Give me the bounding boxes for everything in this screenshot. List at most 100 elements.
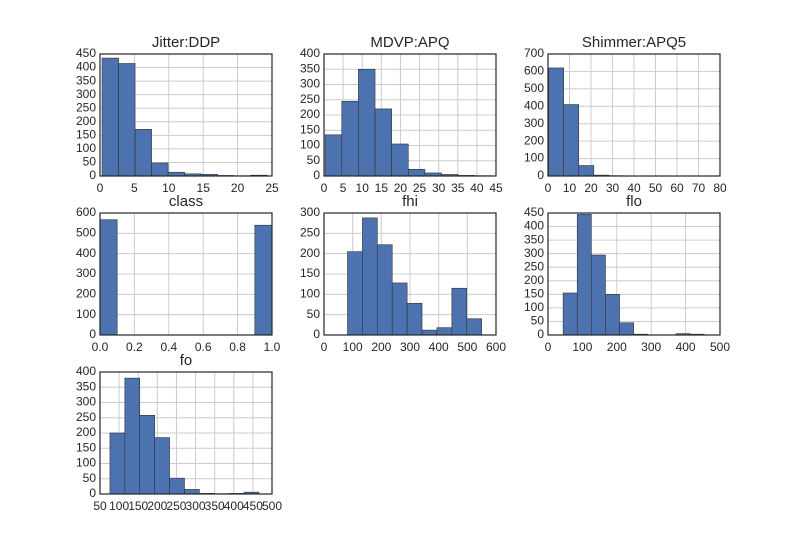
y-tick-label: 150 [524,287,544,301]
y-tick-label: 200 [76,114,96,128]
x-tick-label: 80 [713,181,727,195]
y-tick-label: 400 [300,46,320,60]
x-tick-label: 250 [166,499,186,513]
y-tick-label: 100 [524,300,544,314]
x-tick-label: 25 [265,181,279,195]
x-tick-label: 45 [489,181,503,195]
y-tick-label: 0 [537,168,544,182]
y-tick-label: 100 [300,138,320,152]
histogram-bar [151,162,169,177]
histogram-bar [324,134,343,177]
y-tick-label: 400 [76,364,96,378]
subplot-title: fo [180,352,193,369]
histogram-bar [421,329,438,336]
histogram-bar [591,254,606,336]
y-tick-label: 350 [300,61,320,75]
y-tick-label: 100 [300,287,320,301]
y-tick-label: 150 [300,266,320,280]
x-tick-label: 15 [375,181,389,195]
histogram-bar [578,165,595,177]
histogram-bar [134,129,152,177]
x-tick-label: 25 [413,181,427,195]
y-tick-label: 50 [531,314,545,328]
histogram-bar [341,100,359,177]
x-tick-label: 0 [321,181,328,195]
histogram-bar [184,489,200,495]
histogram-bar [101,57,119,177]
y-tick-label: 350 [76,379,96,393]
subplot-title: flo [626,193,642,210]
y-tick-label: 0 [89,486,96,500]
histogram-bar [563,104,580,177]
y-tick-label: 100 [76,456,96,470]
histogram-bar [548,67,564,177]
x-tick-label: 0.2 [126,340,143,354]
histogram-bar [391,143,409,177]
x-tick-label: 70 [692,181,706,195]
x-tick-label: 200 [371,340,391,354]
histogram-bar [99,219,118,336]
axes-frame [99,212,273,336]
y-tick-label: 450 [76,46,96,60]
y-tick-label: 300 [524,116,544,130]
histogram-bar [169,477,185,495]
x-tick-label: 15 [197,181,211,195]
y-tick-label: 100 [524,151,544,165]
y-tick-label: 0 [313,327,320,341]
x-tick-label: 50 [93,499,107,513]
histogram-bar [407,168,426,177]
y-tick-label: 600 [76,205,96,219]
x-tick-label: 1.0 [264,340,281,354]
x-tick-label: 100 [343,340,363,354]
histogram-bar [576,214,592,336]
x-tick-label: 200 [607,340,627,354]
y-tick-label: 250 [524,259,544,273]
x-tick-label: 100 [572,340,592,354]
y-tick-label: 400 [524,98,544,112]
y-tick-label: 50 [307,153,321,167]
histogram-bar [391,282,408,336]
x-tick-label: 0 [97,181,104,195]
y-tick-label: 300 [76,266,96,280]
y-tick-label: 300 [76,395,96,409]
subplot-title: Jitter:DDP [152,34,220,51]
x-tick-label: 0.8 [229,340,246,354]
histogram-bar [377,244,393,336]
subplot-title: class [169,193,203,210]
y-tick-label: 250 [76,100,96,114]
x-tick-label: 20 [231,181,245,195]
histogram-bar [466,318,482,336]
histogram-bar [358,68,376,177]
axes-frame [323,53,497,177]
x-tick-label: 20 [584,181,598,195]
y-tick-label: 350 [76,73,96,87]
axes-frame [99,371,273,495]
y-tick-label: 100 [76,307,96,321]
y-tick-label: 50 [307,307,321,321]
histogram-bar [619,322,634,336]
histogram-bar [254,224,273,336]
axes-frame [99,53,273,177]
x-tick-label: 0.6 [195,340,212,354]
x-tick-label: 400 [676,340,696,354]
histogram-bar [118,63,136,177]
x-tick-label: 200 [147,499,167,513]
histogram-bar [362,217,378,336]
histogram-bar [374,108,392,177]
x-tick-label: 0 [321,340,328,354]
y-tick-label: 250 [76,410,96,424]
x-tick-label: 50 [649,181,663,195]
histogram-bar [139,415,155,495]
histogram-bar [605,294,620,336]
x-tick-label: 40 [627,181,641,195]
x-tick-label: 10 [356,181,370,195]
x-tick-label: 500 [710,340,730,354]
y-tick-label: 250 [300,92,320,106]
x-tick-label: 0 [545,181,552,195]
histogram-bar [406,302,423,336]
y-tick-label: 0 [537,327,544,341]
axes-frame [547,53,721,177]
x-tick-label: 40 [470,181,484,195]
x-tick-label: 5 [340,181,347,195]
histogram-bar [109,432,126,495]
